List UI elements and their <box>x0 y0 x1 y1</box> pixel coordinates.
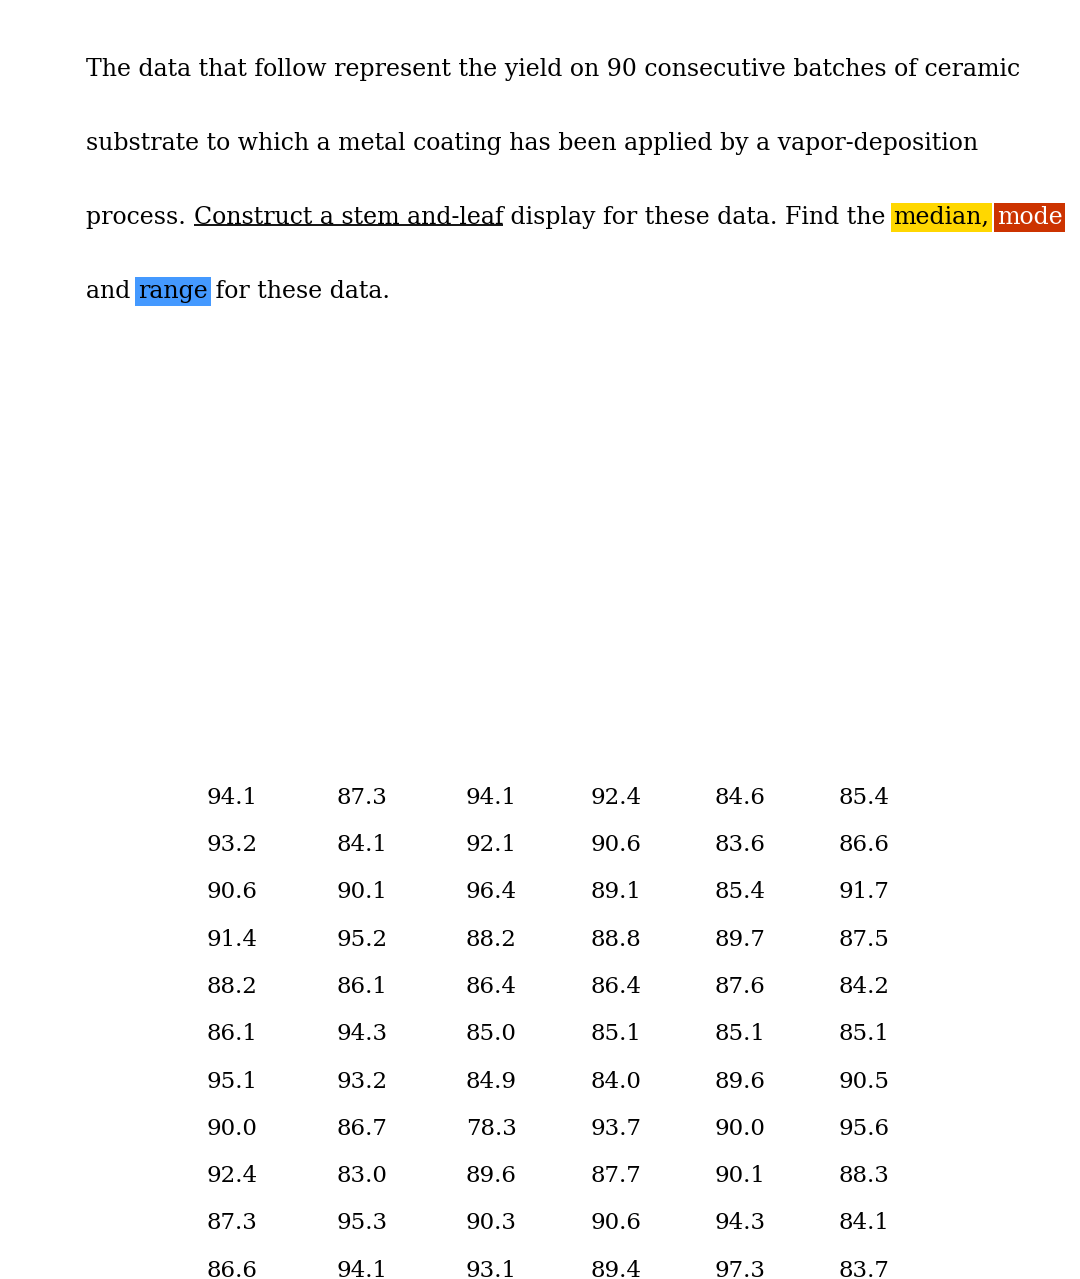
Text: 90.1: 90.1 <box>714 1165 766 1187</box>
Text: 90.5: 90.5 <box>838 1071 890 1092</box>
Text: 90.6: 90.6 <box>590 1212 642 1234</box>
Text: 83.6: 83.6 <box>714 834 766 856</box>
Text: 86.7: 86.7 <box>336 1118 388 1140</box>
Text: 88.3: 88.3 <box>838 1165 890 1187</box>
Text: range: range <box>138 280 208 303</box>
Text: 87.7: 87.7 <box>591 1165 640 1187</box>
Text: 86.1: 86.1 <box>206 1023 258 1045</box>
Text: 84.6: 84.6 <box>714 787 766 808</box>
Text: 89.4: 89.4 <box>590 1260 642 1279</box>
Text: substrate to which a metal coating has been applied by a vapor-deposition: substrate to which a metal coating has b… <box>86 132 978 155</box>
Text: 93.1: 93.1 <box>465 1260 517 1279</box>
Text: 90.0: 90.0 <box>206 1118 258 1140</box>
Text: The data that follow represent the yield on 90 consecutive batches of ceramic: The data that follow represent the yield… <box>86 58 1021 81</box>
Text: 85.1: 85.1 <box>838 1023 890 1045</box>
Text: 85.4: 85.4 <box>838 787 890 808</box>
Text: 97.3: 97.3 <box>714 1260 766 1279</box>
Text: and: and <box>86 280 138 303</box>
Text: 85.1: 85.1 <box>714 1023 766 1045</box>
Text: 93.2: 93.2 <box>206 834 258 856</box>
Text: 84.1: 84.1 <box>336 834 388 856</box>
Text: 86.4: 86.4 <box>465 976 517 998</box>
Text: 83.0: 83.0 <box>336 1165 388 1187</box>
Text: 86.4: 86.4 <box>590 976 642 998</box>
Text: 87.6: 87.6 <box>714 976 766 998</box>
Text: 93.7: 93.7 <box>590 1118 642 1140</box>
Text: 86.1: 86.1 <box>336 976 388 998</box>
Text: 78.3: 78.3 <box>465 1118 517 1140</box>
Text: 84.0: 84.0 <box>590 1071 642 1092</box>
Text: process.: process. <box>86 206 193 229</box>
Text: 92.4: 92.4 <box>590 787 642 808</box>
Text: 91.7: 91.7 <box>838 881 890 903</box>
Text: 96.4: 96.4 <box>465 881 517 903</box>
Text: 84.9: 84.9 <box>465 1071 517 1092</box>
Text: 91.4: 91.4 <box>206 929 258 950</box>
Text: mode: mode <box>997 206 1063 229</box>
Text: 95.3: 95.3 <box>336 1212 388 1234</box>
Text: 94.1: 94.1 <box>465 787 517 808</box>
Text: 94.1: 94.1 <box>206 787 258 808</box>
Text: 86.6: 86.6 <box>838 834 890 856</box>
Text: 95.6: 95.6 <box>838 1118 890 1140</box>
Text: 89.1: 89.1 <box>590 881 642 903</box>
Text: 87.3: 87.3 <box>336 787 388 808</box>
Text: 88.8: 88.8 <box>591 929 640 950</box>
Text: 87.3: 87.3 <box>206 1212 258 1234</box>
Text: 89.6: 89.6 <box>465 1165 517 1187</box>
Text: 94.3: 94.3 <box>336 1023 388 1045</box>
Text: 90.1: 90.1 <box>336 881 388 903</box>
Text: 90.6: 90.6 <box>206 881 258 903</box>
Text: for these data.: for these data. <box>208 280 390 303</box>
Text: 92.4: 92.4 <box>206 1165 258 1187</box>
Text: 95.2: 95.2 <box>336 929 388 950</box>
Text: 90.0: 90.0 <box>714 1118 766 1140</box>
Text: 88.2: 88.2 <box>206 976 258 998</box>
Text: 88.2: 88.2 <box>465 929 517 950</box>
Text: 92.1: 92.1 <box>465 834 517 856</box>
Text: 84.1: 84.1 <box>838 1212 890 1234</box>
Text: 89.7: 89.7 <box>714 929 766 950</box>
Text: median,: median, <box>893 206 989 229</box>
Text: 90.3: 90.3 <box>465 1212 517 1234</box>
Text: 94.1: 94.1 <box>336 1260 388 1279</box>
Text: 85.0: 85.0 <box>465 1023 517 1045</box>
Text: Construct a stem and-leaf: Construct a stem and-leaf <box>193 206 503 229</box>
Text: 90.6: 90.6 <box>590 834 642 856</box>
Text: 93.2: 93.2 <box>336 1071 388 1092</box>
Text: 87.5: 87.5 <box>838 929 890 950</box>
Text: 95.1: 95.1 <box>206 1071 258 1092</box>
Text: 89.6: 89.6 <box>714 1071 766 1092</box>
Text: 86.6: 86.6 <box>206 1260 258 1279</box>
Text: display for these data. Find the: display for these data. Find the <box>503 206 893 229</box>
Text: 84.2: 84.2 <box>838 976 890 998</box>
Text: 85.1: 85.1 <box>590 1023 642 1045</box>
Text: 83.7: 83.7 <box>838 1260 890 1279</box>
Text: 85.4: 85.4 <box>714 881 766 903</box>
Text: 94.3: 94.3 <box>714 1212 766 1234</box>
